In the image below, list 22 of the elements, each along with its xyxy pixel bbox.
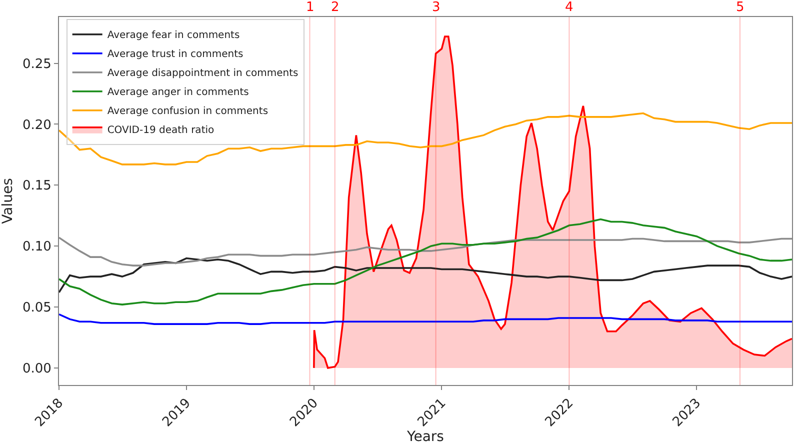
line-series bbox=[59, 218, 792, 306]
legend-label: Average anger in comments bbox=[107, 87, 249, 98]
x-axis-title: Years bbox=[406, 429, 444, 445]
line-series bbox=[59, 257, 792, 294]
ref-line-label: 3 bbox=[432, 0, 440, 15]
y-tick-label: 0.00 bbox=[22, 361, 52, 376]
ref-line-label: 2 bbox=[331, 0, 340, 15]
legend-label: Average confusion in comments bbox=[107, 106, 268, 118]
legend-label: COVID-19 death ratio bbox=[107, 125, 214, 136]
legend-label: Average fear in comments bbox=[107, 30, 240, 42]
y-tick-label: 0.20 bbox=[22, 118, 52, 133]
line-series bbox=[59, 313, 792, 325]
legend-label: Average disappointment in comments bbox=[107, 68, 298, 80]
y-tick-label: 0.05 bbox=[22, 300, 52, 316]
ref-line-label: 4 bbox=[565, 0, 574, 15]
legend-label: Average trust in comments bbox=[107, 49, 244, 60]
y-tick-label: 0.10 bbox=[22, 240, 52, 255]
y-tick-label: 0.25 bbox=[22, 56, 52, 72]
ref-line-label: 5 bbox=[736, 0, 744, 15]
y-axis-title: Values bbox=[0, 178, 16, 224]
y-tick-label: 0.15 bbox=[22, 178, 52, 194]
ref-line-label: 1 bbox=[306, 0, 314, 15]
